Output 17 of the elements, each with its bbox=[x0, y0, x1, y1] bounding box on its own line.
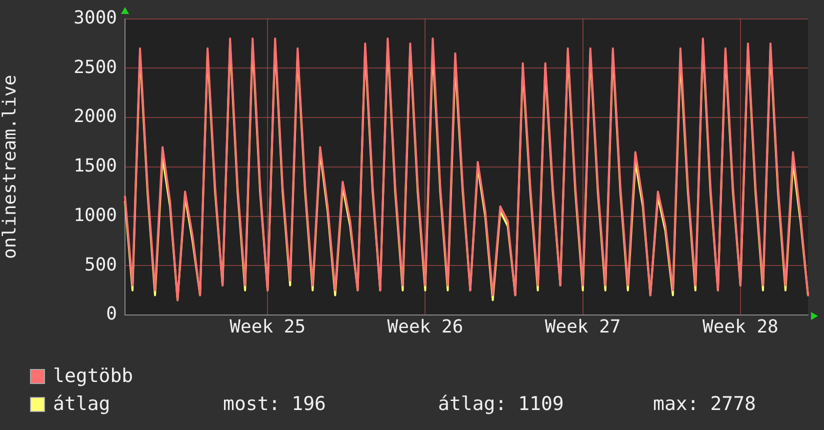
x-tick-label: Week 26 bbox=[387, 316, 464, 338]
y-tick-label: 500 bbox=[84, 254, 117, 276]
legend-label: átlag bbox=[53, 392, 112, 417]
text: átlag: 1109 bbox=[438, 392, 565, 417]
y-tick-label: 0 bbox=[106, 304, 117, 325]
y-tick-label: 1500 bbox=[74, 156, 117, 177]
y-axis-title: onlinestream.live bbox=[0, 74, 20, 260]
text: most: 196 bbox=[223, 392, 327, 417]
y-tick-label: 3000 bbox=[74, 7, 117, 28]
y-tick-label: 2500 bbox=[74, 56, 117, 78]
y-tick-label: 1000 bbox=[74, 204, 117, 226]
x-tick-label: Week 28 bbox=[702, 316, 778, 338]
y-tick-label: 2000 bbox=[74, 106, 117, 128]
text: max: 2778 bbox=[653, 392, 756, 417]
x-tick-label: Week 27 bbox=[544, 316, 621, 338]
legend-label: legtöbb bbox=[53, 364, 134, 389]
x-tick-label: Week 25 bbox=[230, 316, 306, 338]
